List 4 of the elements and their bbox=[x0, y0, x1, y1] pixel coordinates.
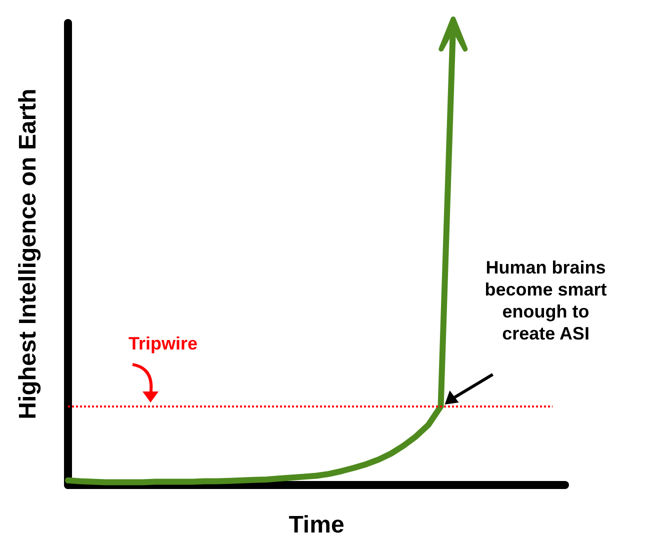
x-axis-title: Time bbox=[288, 512, 344, 538]
text: Tripwire bbox=[128, 333, 198, 354]
y-axis-title: Highest Intelligence on Earth bbox=[14, 88, 42, 420]
annotation: Human brains become smart enough to create ASI bbox=[484, 257, 607, 344]
